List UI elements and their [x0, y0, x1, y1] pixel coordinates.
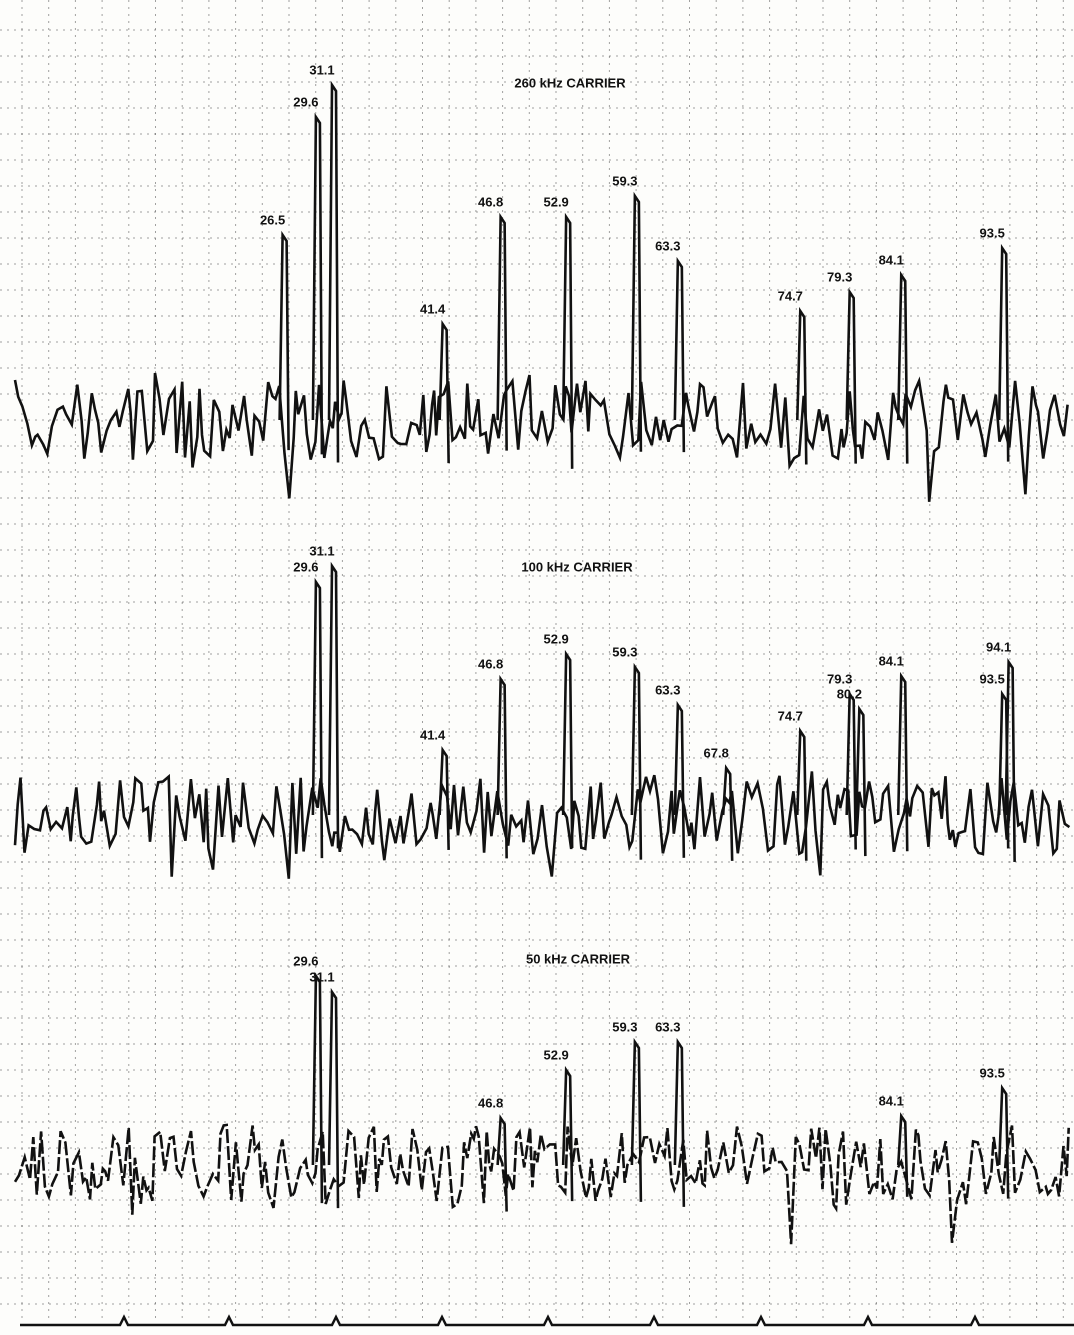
peak [997, 243, 1010, 462]
peak-label: 94.1 [986, 640, 1011, 655]
peak [721, 764, 734, 861]
panel-title: 100 kHz CARRIER [521, 560, 633, 575]
peak-label: 63.3 [655, 1020, 680, 1035]
peak-label: 52.9 [543, 195, 568, 210]
peak [630, 662, 643, 860]
peak [327, 561, 340, 849]
noise-trace [13, 771, 1071, 879]
peak-label: 26.5 [260, 213, 285, 228]
peak-label: 46.8 [478, 657, 503, 672]
peak-label: 29.6 [293, 560, 318, 575]
peak-label: 46.8 [478, 195, 503, 210]
peak-label: 63.3 [655, 239, 680, 254]
peak-label: 80.2 [837, 687, 862, 702]
peak [795, 306, 808, 465]
peak-label: 93.5 [980, 226, 1005, 241]
peak-label: 59.3 [612, 174, 637, 189]
peak-label: 93.5 [980, 672, 1005, 687]
peak-label: 84.1 [879, 654, 904, 669]
peak-label: 41.4 [420, 302, 446, 317]
panel-title: 50 kHz CARRIER [526, 952, 631, 967]
baseline-axis [20, 1314, 1074, 1327]
peak [327, 987, 340, 1209]
peak-label: 46.8 [478, 1096, 503, 1111]
peak-label: 93.5 [980, 1066, 1005, 1081]
peak [311, 971, 324, 1204]
peak [673, 700, 686, 858]
peak-label: 59.3 [612, 645, 637, 660]
panel-title: 260 kHz CARRIER [514, 76, 626, 91]
peak [327, 80, 340, 463]
peak [561, 212, 574, 469]
peak [1004, 657, 1016, 862]
peak [278, 230, 290, 451]
peak [896, 1112, 909, 1197]
peak-label: 79.3 [827, 270, 852, 285]
peak-label: 29.6 [293, 95, 318, 110]
peak-label: 29.6 [293, 954, 318, 969]
peak-label: 84.1 [879, 1094, 904, 1109]
peak [561, 1065, 574, 1202]
peak [496, 212, 508, 451]
peak-label: 52.9 [543, 632, 568, 647]
peak [630, 191, 643, 452]
peak [496, 674, 508, 859]
peak [855, 704, 867, 857]
peak [311, 112, 324, 455]
peak-label: 74.7 [778, 289, 803, 304]
peak [896, 671, 909, 852]
peak [438, 745, 450, 850]
peak [496, 1114, 508, 1212]
peak-label: 74.7 [778, 709, 803, 724]
peak-label: 41.4 [420, 728, 446, 743]
peak-label: 63.3 [655, 683, 680, 698]
peak [630, 1037, 643, 1202]
peak [673, 1037, 686, 1207]
peak [561, 649, 574, 849]
peak-label: 84.1 [879, 253, 904, 268]
peak [311, 577, 324, 859]
peak-label: 31.1 [309, 544, 334, 559]
peak [896, 270, 909, 464]
peak [997, 1083, 1010, 1199]
peak-label: 67.8 [704, 746, 729, 761]
peak-label: 52.9 [543, 1048, 568, 1063]
peak [438, 319, 450, 464]
peak-label: 31.1 [309, 63, 334, 78]
peak [845, 287, 857, 464]
noise-trace [13, 372, 1069, 502]
noise-trace [13, 1123, 1070, 1245]
peak [795, 726, 808, 861]
peak [845, 689, 857, 850]
peak [673, 256, 686, 453]
peak-label: 59.3 [612, 1020, 637, 1035]
peak-label: 31.1 [309, 970, 334, 985]
peak-label: 79.3 [827, 672, 852, 687]
